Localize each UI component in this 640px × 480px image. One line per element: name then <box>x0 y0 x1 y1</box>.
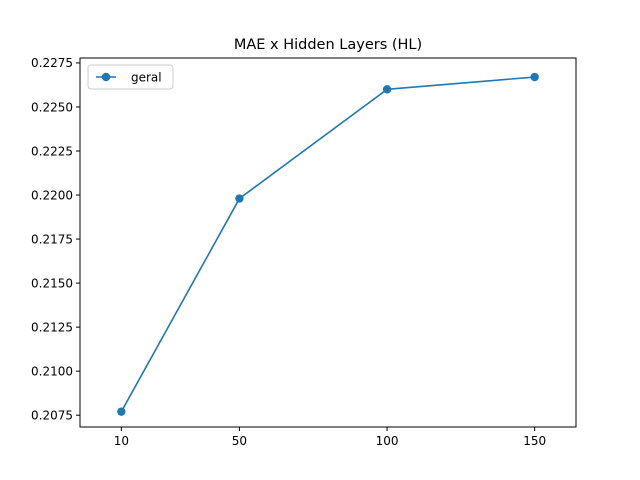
y-tick-label: 0.2200 <box>31 188 73 202</box>
legend-box <box>87 64 174 90</box>
data-point <box>382 85 392 94</box>
x-tick-label: 150 <box>523 434 546 448</box>
y-tick-label: 0.2100 <box>31 364 73 378</box>
legend-marker <box>101 72 111 82</box>
legend: geral <box>87 64 174 90</box>
x-tick-label: 100 <box>376 434 399 448</box>
plot-area <box>117 72 539 416</box>
axes: 10 50 100 150 0.2075 0.2100 0.2125 0.2150 0.2175… <box>31 56 577 448</box>
data-point <box>530 72 539 82</box>
x-tick-label: 10 <box>114 434 129 448</box>
chart-title: MAE x Hidden Layers (HL) <box>234 37 422 53</box>
data-point <box>235 194 244 203</box>
y-tick-label: 0.2250 <box>31 100 73 114</box>
y-tick-label: 0.2150 <box>31 276 73 290</box>
data-point <box>117 407 126 416</box>
y-tick-label: 0.2275 <box>31 56 73 70</box>
legend-label: geral <box>131 70 162 84</box>
series-line-geral <box>120 76 536 413</box>
y-tick-label: 0.2175 <box>31 232 73 246</box>
plot-frame <box>79 57 577 428</box>
y-tick-label: 0.2225 <box>31 144 73 158</box>
y-tick-label: 0.2125 <box>31 320 73 334</box>
x-tick-label: 50 <box>232 434 247 448</box>
y-tick-label: 0.2075 <box>31 408 73 422</box>
